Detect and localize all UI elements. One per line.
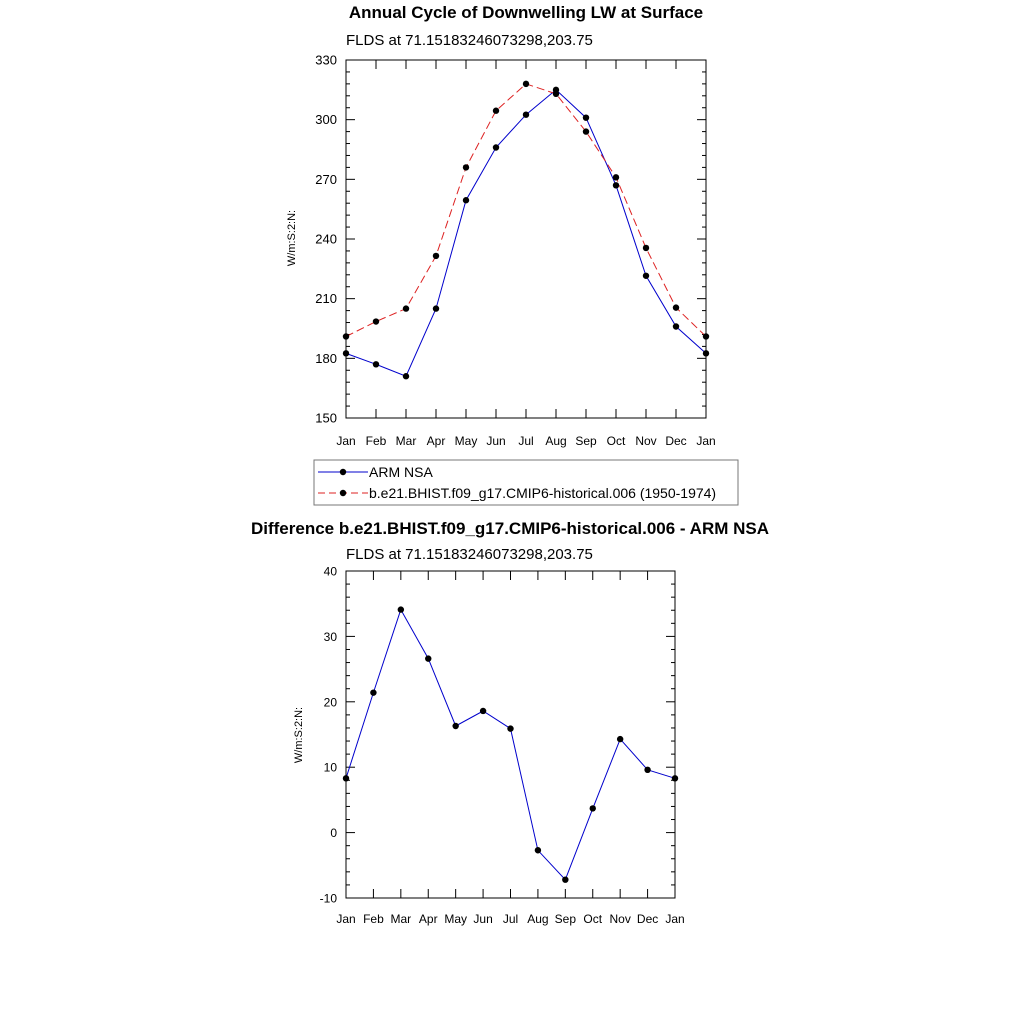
x-tick-label: Feb [363,912,384,926]
x-tick-label: Sep [575,434,597,448]
y-tick-label: 330 [315,53,337,68]
x-tick-label: Jan [336,912,355,926]
y-tick-label: 300 [315,112,337,127]
series-line-1 [345,83,707,337]
series-marker-1 [702,333,710,340]
series-marker-0 [370,689,377,696]
series-marker-0 [479,707,487,715]
series-marker-0 [582,114,590,121]
y-tick-label: 30 [324,630,338,644]
series-marker-0 [425,655,432,662]
series-marker-1 [582,128,590,135]
x-tick-label: Jul [518,434,533,448]
chart-title: Difference b.e21.BHIST.f09_g17.CMIP6-his… [251,519,769,538]
y-tick-label: 150 [315,411,337,426]
x-tick-label: May [455,434,478,448]
annual-cycle-chart: Annual Cycle of Downwelling LW at Surfac… [286,3,739,506]
series-marker-1 [432,252,440,260]
y-tick-label: 0 [330,826,337,840]
x-tick-label: Dec [665,434,686,448]
x-tick-label: Dec [637,912,658,926]
y-tick-label: 40 [324,565,338,579]
legend-label-model: b.e21.BHIST.f09_g17.CMIP6-historical.006… [369,485,716,501]
chart-subtitle: FLDS at 71.15183246073298,203.75 [346,546,593,563]
y-axis-label: W/m:S:2:N: [286,210,298,266]
series-marker-0 [672,323,680,330]
series-marker-1 [672,304,680,311]
x-tick-label: Jan [336,434,355,448]
series-marker-1 [522,80,530,88]
difference-chart: Difference b.e21.BHIST.f09_g17.CMIP6-his… [251,519,769,926]
series-marker-0 [397,606,405,613]
series-marker-0 [507,725,514,732]
x-tick-label: Aug [527,912,548,926]
chart-subtitle: FLDS at 71.15183246073298,203.75 [346,32,593,49]
x-tick-label: Oct [607,434,626,448]
series-marker-1 [552,90,560,98]
series-marker-0 [644,766,651,774]
y-tick-label: 240 [315,232,337,247]
x-tick-label: Mar [390,912,411,926]
y-tick-label: 210 [315,291,337,306]
legend-marker-arm-nsa [339,468,347,476]
y-tick-label: 10 [324,761,338,775]
series-marker-0 [452,722,459,730]
series-marker-0 [402,373,410,380]
series-line-0 [345,89,707,377]
series-marker-1 [642,244,650,252]
series-marker-1 [492,107,500,114]
x-tick-label: Apr [419,912,438,926]
y-tick-label: 180 [315,351,337,366]
x-tick-label: Jan [696,434,715,448]
legend-label-arm-nsa: ARM NSA [369,464,433,480]
series-line-0 [345,608,676,881]
series-marker-1 [612,174,620,181]
series-marker-0 [612,182,620,189]
series-marker-1 [372,318,380,325]
series-marker-0 [534,847,542,854]
series-marker-0 [562,876,569,883]
series-marker-1 [402,305,410,312]
series-marker-0 [589,805,596,812]
plot-area: -10 0 10 20 30 40 Jan Feb Mar Apr May Jun Jul Aug Sep O… [320,565,685,927]
series-marker-0 [671,775,679,782]
series-marker-0 [432,305,440,312]
series-marker-0 [522,111,530,118]
x-tick-label: Nov [635,434,656,448]
y-tick-label: 270 [315,172,337,187]
x-tick-label: Jul [503,912,518,926]
x-tick-label: Aug [545,434,566,448]
series-marker-0 [492,144,500,151]
x-tick-label: Feb [366,434,387,448]
x-tick-label: Oct [583,912,602,926]
x-tick-label: Sep [555,912,577,926]
series-marker-0 [616,735,624,743]
series-marker-1 [342,333,350,340]
x-tick-label: Jun [473,912,492,926]
legend: ARM NSA b.e21.BHIST.f09_g17.CMIP6-histor… [313,459,739,506]
chart-title: Annual Cycle of Downwelling LW at Surfac… [349,3,703,22]
x-tick-label: Apr [427,434,446,448]
series-marker-0 [642,272,650,279]
x-tick-label: Jan [665,912,684,926]
plot-frame [345,570,676,899]
y-tick-label: 20 [324,695,338,709]
plot-area: 150 180 210 240 270 300 330 Jan Feb Mar Apr May Jun J… [315,53,715,449]
series-marker-0 [372,361,380,368]
legend-box [313,459,739,506]
series-marker-0 [342,775,350,782]
series-marker-1 [462,164,470,171]
legend-marker-model [339,489,347,497]
x-tick-label: Mar [396,434,417,448]
series-marker-0 [702,350,710,357]
series-marker-0 [462,197,470,204]
x-tick-label: May [444,912,467,926]
x-tick-label: Jun [486,434,505,448]
x-tick-label: Nov [609,912,630,926]
y-axis-label: W/m:S:2:N: [293,707,305,763]
y-tick-label: -10 [320,892,338,906]
series-marker-0 [342,350,350,357]
